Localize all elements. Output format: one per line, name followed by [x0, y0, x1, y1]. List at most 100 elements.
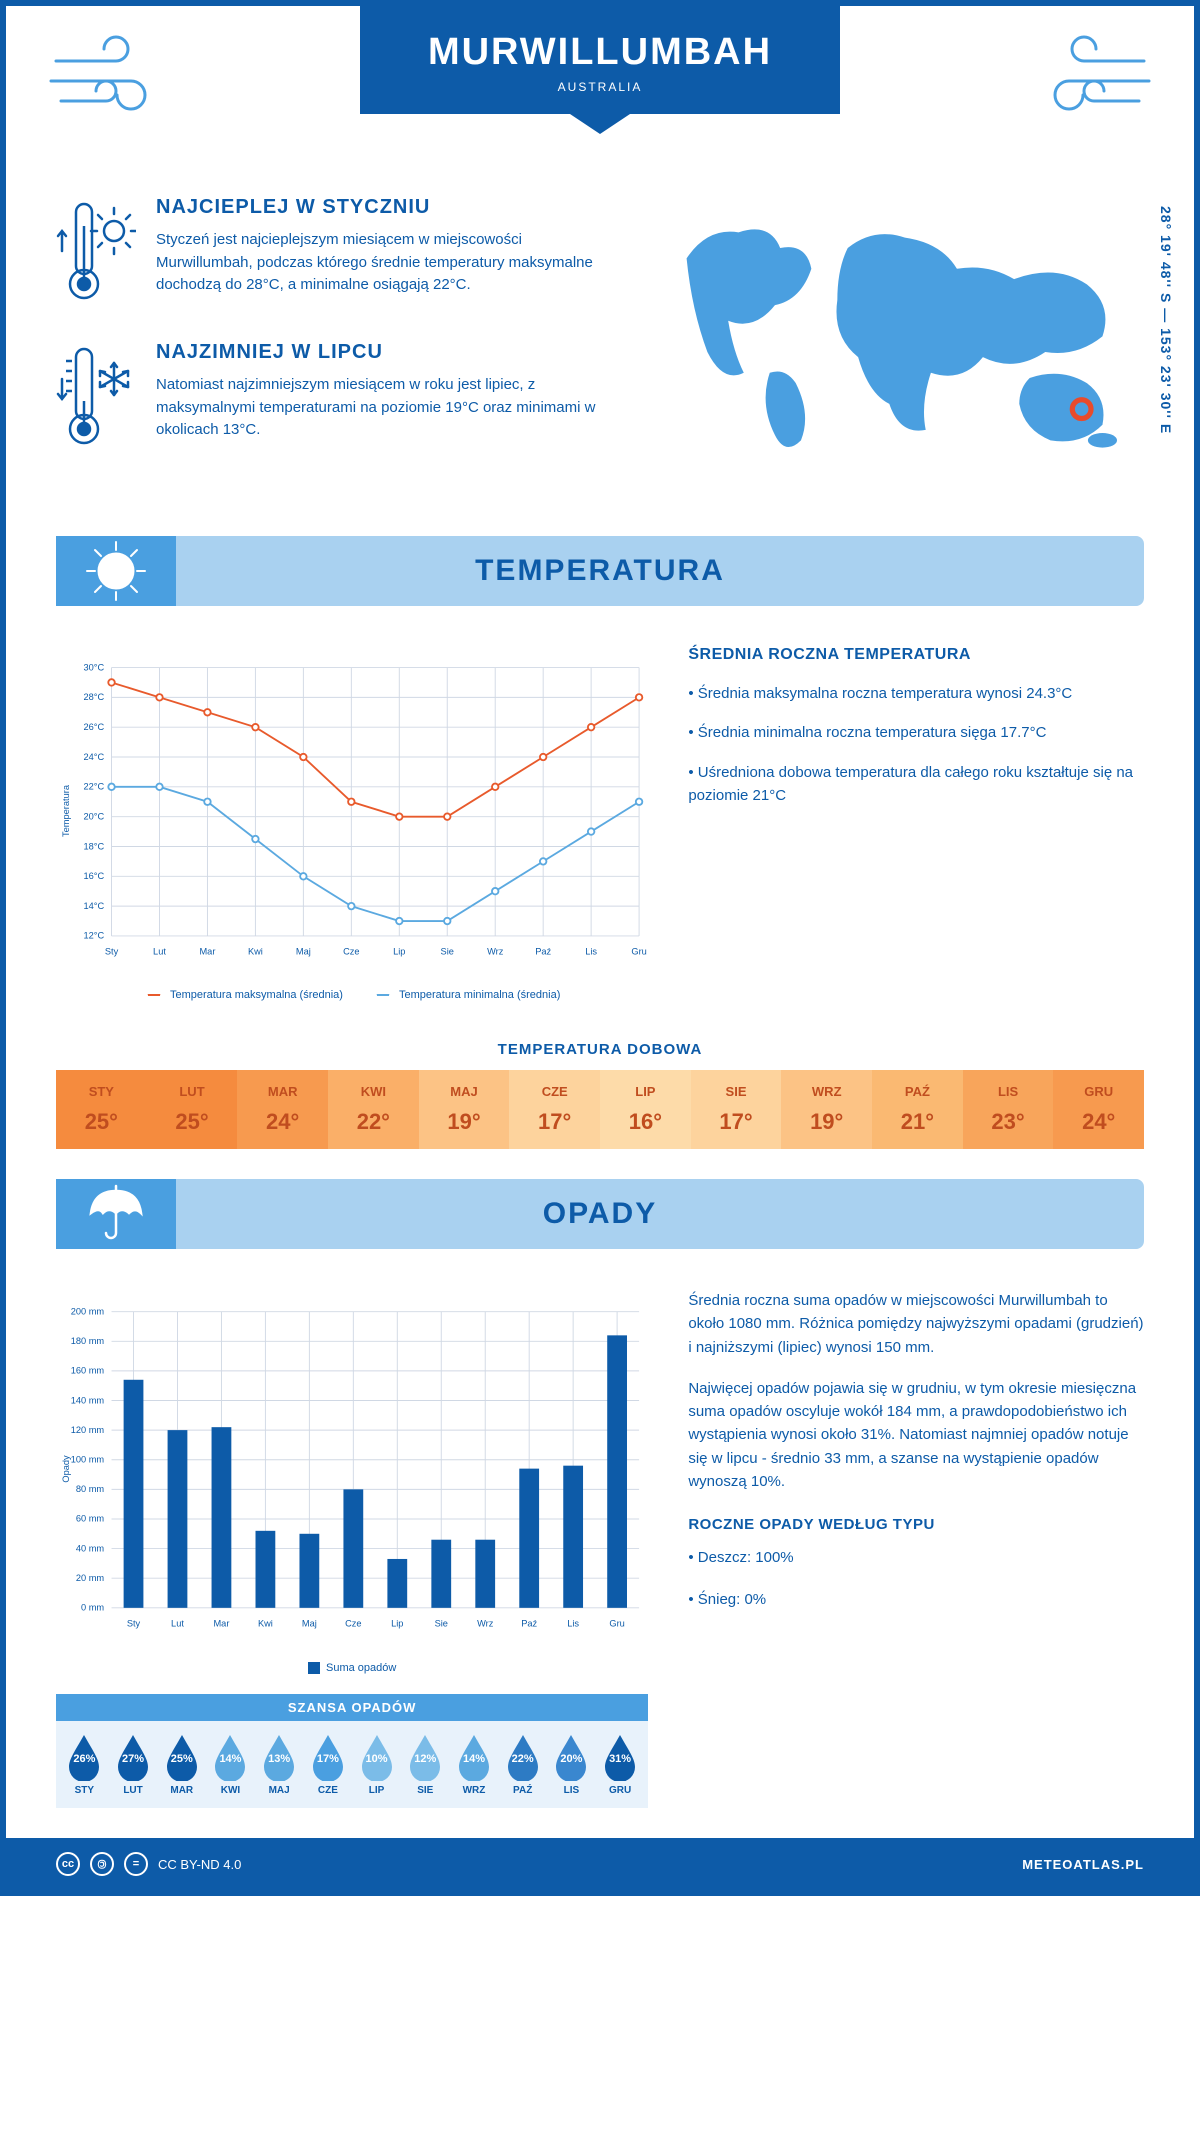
warmest-text: Styczeń jest najcieplejszym miesiącem w … — [156, 229, 605, 297]
svg-text:Sie: Sie — [441, 946, 454, 956]
city-title: MURWILLUMBAH — [380, 31, 820, 74]
raindrop-icon: 14% — [455, 1733, 493, 1781]
chance-cell: 25%MAR — [157, 1733, 206, 1796]
daily-month-label: GRU — [1057, 1084, 1140, 1099]
svg-text:120 mm: 120 mm — [71, 1425, 105, 1435]
daily-temp-value: 17° — [513, 1109, 596, 1135]
temperature-line-chart: 12°C14°C16°C18°C20°C22°C24°C26°C28°C30°C… — [56, 646, 648, 976]
legend-min: Temperatura minimalna (średnia) — [399, 989, 560, 1001]
svg-text:Lip: Lip — [391, 1618, 403, 1628]
svg-text:Lis: Lis — [567, 1618, 579, 1628]
svg-text:Wrz: Wrz — [487, 946, 504, 956]
precip-paragraph: Najwięcej opadów pojawia się w grudniu, … — [688, 1377, 1144, 1493]
svg-text:Mar: Mar — [199, 946, 215, 956]
raindrop-icon: 31% — [601, 1733, 639, 1781]
temp-bullet: • Średnia minimalna roczna temperatura s… — [688, 721, 1144, 744]
svg-text:Cze: Cze — [343, 946, 359, 956]
svg-text:Gru: Gru — [631, 946, 646, 956]
svg-text:Paź: Paź — [521, 1618, 537, 1628]
svg-text:60 mm: 60 mm — [76, 1514, 105, 1524]
daily-month-label: LIS — [967, 1084, 1050, 1099]
daily-month-label: PAŹ — [876, 1084, 959, 1099]
coldest-title: NAJZIMNIEJ W LIPCU — [156, 341, 605, 364]
daily-temp-cell: CZE 17° — [509, 1070, 600, 1149]
precip-title: OPADY — [56, 1197, 1144, 1231]
daily-temp-cell: LIS 23° — [963, 1070, 1054, 1149]
precip-banner: OPADY — [56, 1179, 1144, 1249]
svg-text:Gru: Gru — [609, 1618, 624, 1628]
raindrop-icon: 26% — [65, 1733, 103, 1781]
daily-temp-cell: GRU 24° — [1053, 1070, 1144, 1149]
daily-temp-value: 25° — [151, 1109, 234, 1135]
svg-text:200 mm: 200 mm — [71, 1306, 105, 1316]
svg-text:20°C: 20°C — [83, 811, 104, 821]
daily-temp-value: 23° — [967, 1109, 1050, 1135]
daily-temp-value: 24° — [1057, 1109, 1140, 1135]
daily-temp-cell: SIE17° — [691, 1070, 782, 1149]
chance-month-label: KWI — [206, 1785, 255, 1796]
cc-icon: cc — [56, 1852, 80, 1876]
temp-bullet: • Uśredniona dobowa temperatura dla całe… — [688, 761, 1144, 808]
daily-temp-cell: PAŹ21° — [872, 1070, 963, 1149]
svg-text:26°C: 26°C — [83, 722, 104, 732]
svg-text:Maj: Maj — [296, 946, 311, 956]
chance-month-label: LIS — [547, 1785, 596, 1796]
svg-text:16°C: 16°C — [83, 871, 104, 881]
daily-temp-cell: MAJ 19° — [419, 1070, 510, 1149]
daily-temp-value: 16° — [604, 1109, 687, 1135]
chance-month-label: SIE — [401, 1785, 450, 1796]
by-icon: 🄯 — [90, 1852, 114, 1876]
svg-text:160 mm: 160 mm — [71, 1366, 105, 1376]
raindrop-icon: 14% — [211, 1733, 249, 1781]
coldest-text: Natomiast najzimniejszym miesiącem w rok… — [156, 374, 605, 442]
license-text: CC BY-ND 4.0 — [158, 1857, 241, 1872]
svg-text:Sie: Sie — [435, 1618, 448, 1628]
svg-text:22°C: 22°C — [83, 782, 104, 792]
precip-paragraph: Średnia roczna suma opadów w miejscowośc… — [688, 1289, 1144, 1359]
raindrop-icon: 20% — [552, 1733, 590, 1781]
svg-text:Wrz: Wrz — [477, 1618, 494, 1628]
chance-table: SZANSA OPADÓW 26%STY27%LUT25%MAR14%KWI13… — [56, 1694, 648, 1808]
site-name: METEOATLAS.PL — [1022, 1857, 1144, 1872]
raindrop-icon: 27% — [114, 1733, 152, 1781]
svg-text:80 mm: 80 mm — [76, 1484, 105, 1494]
daily-temp-value: 22° — [332, 1109, 415, 1135]
svg-text:0 mm: 0 mm — [81, 1603, 104, 1613]
chance-month-label: PAŹ — [498, 1785, 547, 1796]
daily-temp-cell: WRZ19° — [781, 1070, 872, 1149]
daily-temp-cell: LUT25° — [147, 1070, 238, 1149]
daily-temp-cell: KWI 22° — [328, 1070, 419, 1149]
chance-cell: 22%PAŹ — [498, 1733, 547, 1796]
svg-text:Lip: Lip — [393, 946, 405, 956]
svg-text:Lut: Lut — [171, 1618, 184, 1628]
precip-bar-chart: 0 mm20 mm40 mm60 mm80 mm100 mm120 mm140 … — [56, 1289, 648, 1649]
precip-legend: Suma opadów — [56, 1662, 648, 1674]
daily-month-label: MAR — [241, 1084, 324, 1099]
daily-temp-value: 24° — [241, 1109, 324, 1135]
chance-month-label: MAJ — [255, 1785, 304, 1796]
chance-month-label: GRU — [596, 1785, 645, 1796]
chance-cell: 20% LIS — [547, 1733, 596, 1796]
umbrella-icon — [56, 1179, 176, 1249]
chance-cell: 10%LIP — [352, 1733, 401, 1796]
daily-month-label: CZE — [513, 1084, 596, 1099]
daily-month-label: MAJ — [423, 1084, 506, 1099]
raindrop-icon: 13% — [260, 1733, 298, 1781]
chance-month-label: CZE — [304, 1785, 353, 1796]
daily-temp-table: STY25°LUT25°MAR24°KWI22°MAJ19°CZE17°LIP1… — [56, 1070, 1144, 1149]
svg-text:28°C: 28°C — [83, 692, 104, 702]
daily-temp-value: 19° — [423, 1109, 506, 1135]
daily-month-label: KWI — [332, 1084, 415, 1099]
temp-legend: Temperatura maksymalna (średnia) Tempera… — [56, 989, 648, 1001]
chance-month-label: STY — [60, 1785, 109, 1796]
svg-text:140 mm: 140 mm — [71, 1395, 105, 1405]
daily-temp-value: 25° — [60, 1109, 143, 1135]
svg-text:20 mm: 20 mm — [76, 1573, 105, 1583]
svg-text:14°C: 14°C — [83, 901, 104, 911]
temp-info-title: ŚREDNIA ROCZNA TEMPERATURA — [688, 646, 1144, 664]
precip-legend-label: Suma opadów — [326, 1662, 396, 1674]
wind-icon — [46, 31, 166, 126]
intro-section: NAJCIEPLEJ W STYCZNIU Styczeń jest najci… — [6, 186, 1194, 516]
daily-month-label: LIP — [604, 1084, 687, 1099]
daily-temp-value: 17° — [695, 1109, 778, 1135]
